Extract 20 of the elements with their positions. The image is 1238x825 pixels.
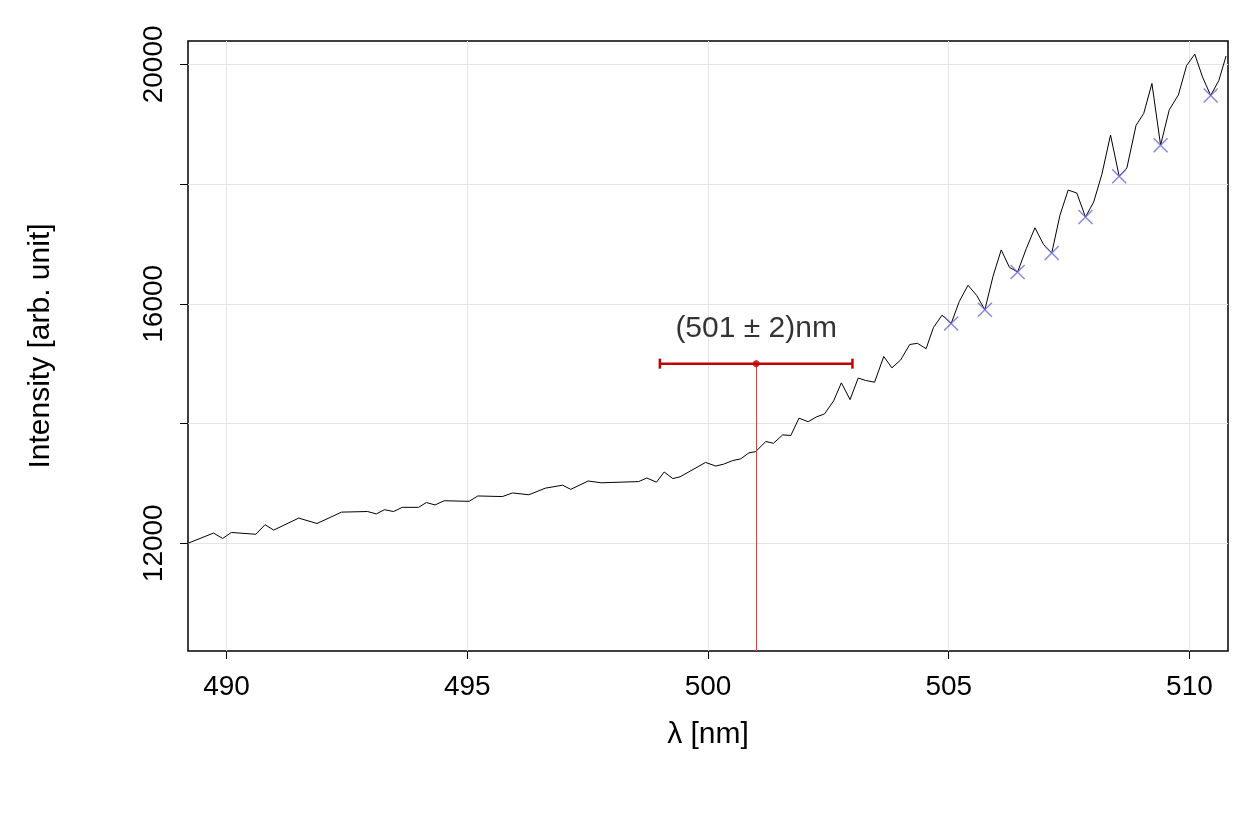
y-axis-title: Intensity [arb. unit] — [21, 223, 55, 469]
x-tick-label: 500 — [684, 669, 732, 701]
x-axis-title: λ [nm] — [667, 715, 749, 749]
point — [752, 360, 760, 368]
point — [1009, 264, 1026, 280]
point — [1152, 137, 1169, 153]
x-tick-label: 490 — [203, 669, 250, 701]
point — [943, 315, 959, 332]
x-tick-label: 510 — [1166, 669, 1213, 701]
point — [1044, 245, 1060, 261]
point — [977, 302, 993, 318]
x-tick-label: 495 — [443, 669, 491, 701]
point — [1202, 87, 1219, 104]
x-tick-label: 505 — [925, 669, 973, 701]
annotation: (501 ± 2)nm — [675, 310, 837, 344]
y-tick-label: 20000 — [136, 25, 168, 104]
point — [1077, 209, 1094, 225]
y-tick-label: 12000 — [136, 504, 168, 583]
y-tick-label: 16000 — [136, 264, 168, 343]
point — [1111, 168, 1127, 185]
